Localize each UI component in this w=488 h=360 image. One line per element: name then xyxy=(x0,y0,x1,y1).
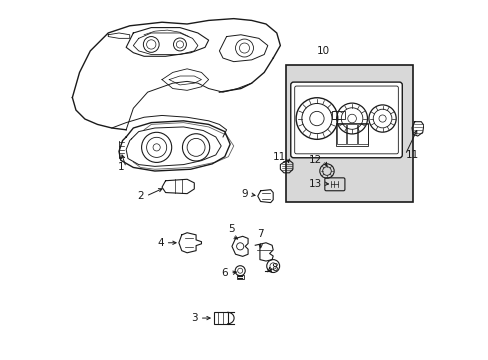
Text: 13: 13 xyxy=(308,179,321,189)
Text: 8: 8 xyxy=(271,263,278,273)
Text: 2: 2 xyxy=(137,191,144,201)
Bar xyxy=(336,124,346,144)
Text: 9: 9 xyxy=(241,189,247,199)
Bar xyxy=(346,124,356,144)
Bar xyxy=(285,65,412,202)
Bar xyxy=(236,275,244,279)
Text: 7: 7 xyxy=(257,229,264,239)
Bar xyxy=(332,111,344,119)
Text: 12: 12 xyxy=(308,155,321,165)
Text: 11: 11 xyxy=(405,150,418,160)
Text: 1: 1 xyxy=(118,162,124,172)
Text: 11: 11 xyxy=(272,152,285,162)
Bar xyxy=(214,312,227,324)
Text: 4: 4 xyxy=(157,238,163,248)
Text: 6: 6 xyxy=(221,268,228,278)
Text: 3: 3 xyxy=(191,313,198,323)
Text: 5: 5 xyxy=(228,224,235,234)
Bar xyxy=(335,123,367,146)
FancyBboxPatch shape xyxy=(290,82,402,158)
Text: 10: 10 xyxy=(316,46,329,56)
Bar xyxy=(357,124,367,144)
